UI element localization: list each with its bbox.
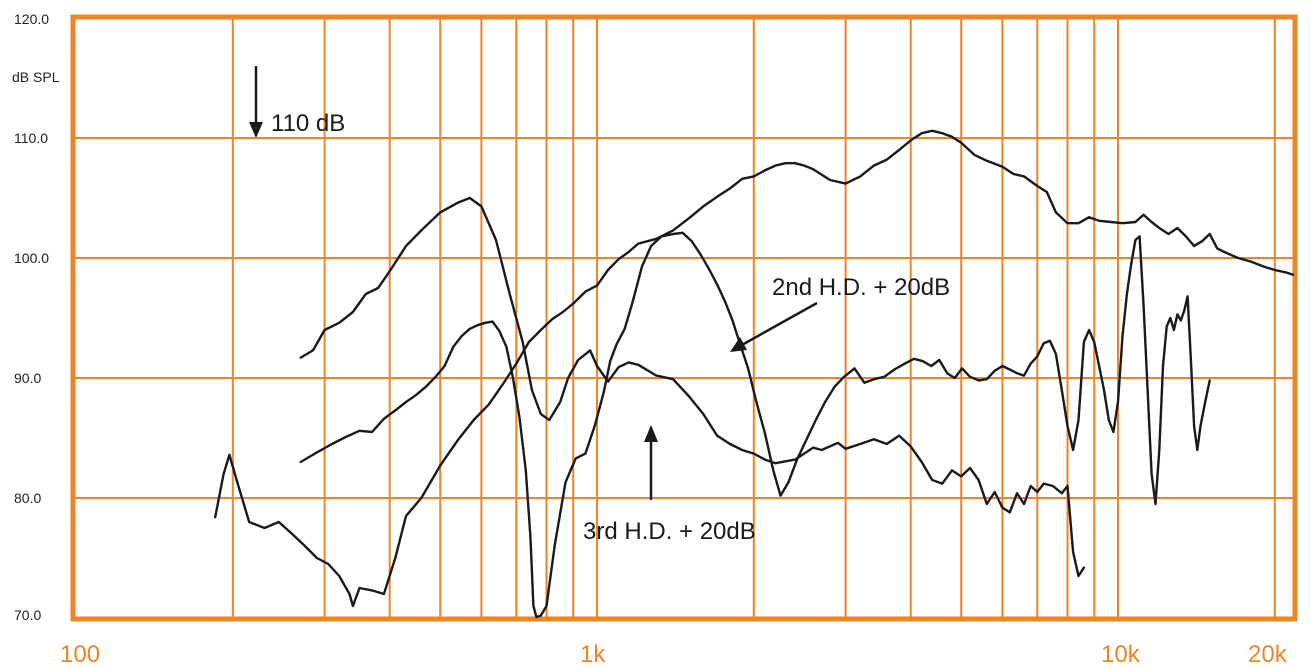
y-tick-label: 70.0: [14, 607, 41, 623]
arrow-head-icon: [730, 337, 747, 352]
y-tick-label: 120.0: [14, 11, 49, 27]
series-line-1: [299, 196, 1086, 578]
annotation-third-hd: 3rd H.D. + 20dB: [583, 425, 756, 545]
arrow-head-icon: [249, 122, 263, 138]
plot-frame: [70, 14, 1298, 622]
arrow-head-icon: [644, 425, 658, 442]
x-tick-label: 100: [60, 641, 100, 668]
y-tick-label: 110.0: [14, 130, 48, 146]
x-axis-ticks: 100 1k 10k 20k: [60, 641, 1288, 668]
ref-level-label: 110 dB: [271, 110, 345, 137]
diagonal-arrow-icon: [739, 301, 818, 348]
annotation-ref-level: 110 dB: [249, 66, 345, 138]
y-tick-label: 100.0: [14, 250, 49, 266]
annotation-second-hd: 2nd H.D. + 20dB: [730, 274, 950, 352]
y-axis-unit-label: dB SPL: [12, 69, 60, 85]
series-group: [214, 129, 1295, 619]
series-line-2: [214, 129, 1295, 608]
y-tick-label: 90.0: [14, 370, 41, 386]
y-tick-label: 80.0: [14, 490, 41, 506]
series-line-3: [299, 231, 1211, 619]
x-tick-label: 20k: [1248, 641, 1288, 668]
grid: [73, 17, 1295, 619]
third-hd-label: 3rd H.D. + 20dB: [583, 518, 756, 545]
y-axis-ticks: 120.0 110.0 100.0 90.0 80.0 70.0: [14, 11, 49, 623]
x-tick-label: 1k: [580, 641, 606, 668]
x-tick-label: 10k: [1101, 641, 1141, 668]
second-hd-label: 2nd H.D. + 20dB: [772, 274, 950, 301]
